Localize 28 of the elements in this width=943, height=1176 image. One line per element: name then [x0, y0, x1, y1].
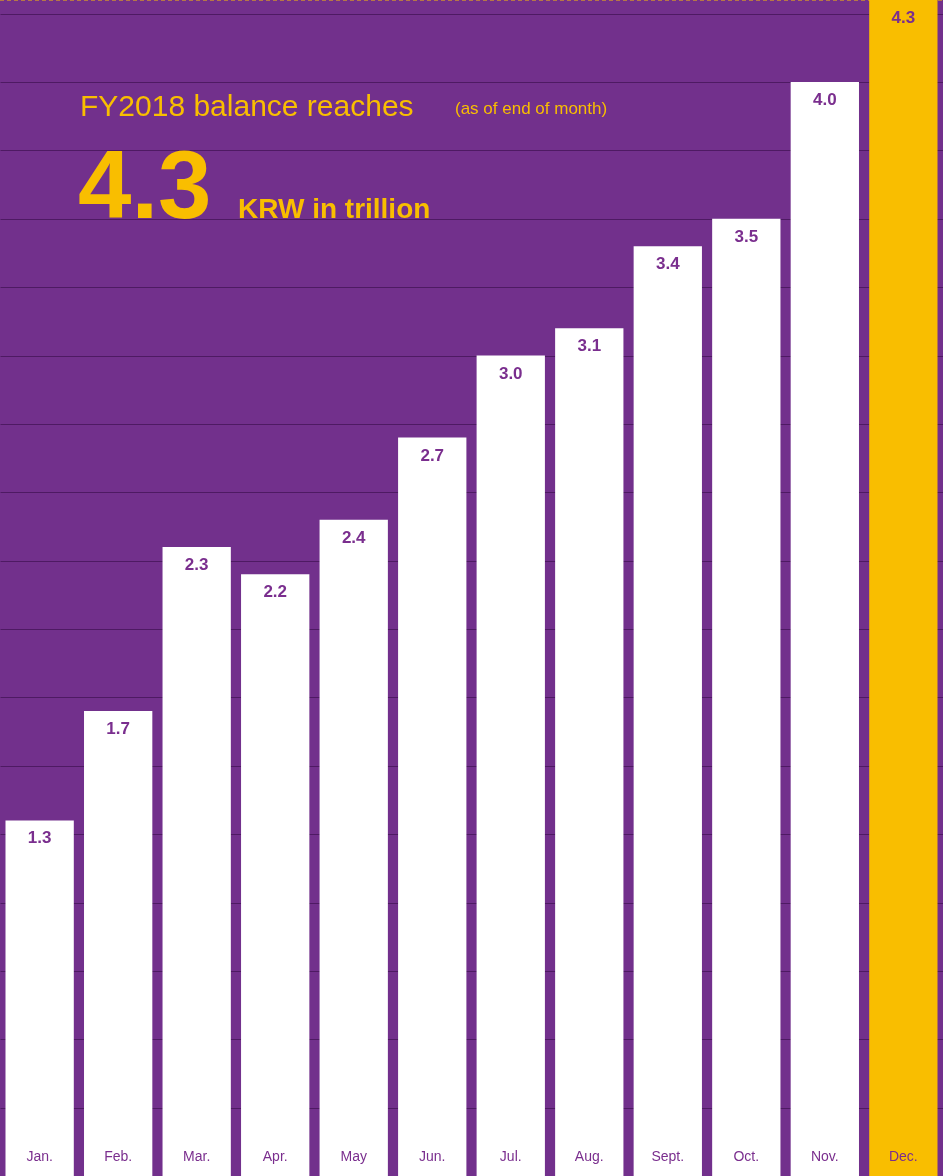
x-tick-label: Mar.	[183, 1148, 211, 1164]
x-tick-label: Jun.	[419, 1148, 446, 1164]
data-label: 1.7	[106, 719, 130, 739]
x-tick-label: Jul.	[499, 1148, 522, 1164]
data-label: 3.5	[734, 226, 759, 246]
data-label: 3.0	[498, 363, 523, 383]
x-tick-label: Oct.	[733, 1148, 760, 1164]
data-label: 4.0	[813, 90, 837, 110]
text: (as of end of month)	[455, 99, 608, 118]
x-tick-label: Aug.	[574, 1148, 604, 1164]
x-tick-label: Jan.	[26, 1148, 53, 1164]
x-tick-label: Dec.	[888, 1148, 918, 1164]
data-label: 2.2	[263, 582, 288, 602]
data-label: 4.3	[891, 8, 916, 27]
data-label: 2.3	[184, 554, 209, 574]
data-label: 2.4	[341, 527, 367, 547]
data-label: 3.1	[577, 336, 602, 356]
data-label: 3.4	[655, 254, 681, 274]
x-tick-label: Apr.	[262, 1148, 288, 1164]
annotation: KRW in trillion	[238, 193, 431, 224]
data-label: 2.7	[420, 445, 445, 465]
x-tick-label: Feb.	[104, 1148, 133, 1164]
x-tick-label: Nov.	[810, 1148, 839, 1164]
x-tick-label: May	[340, 1148, 367, 1164]
x-tick-label: Sept.	[651, 1148, 685, 1164]
text: FY2018 balance reaches	[80, 89, 414, 122]
data-label: 1.3	[27, 828, 52, 848]
annotation: 4.3	[78, 131, 212, 238]
